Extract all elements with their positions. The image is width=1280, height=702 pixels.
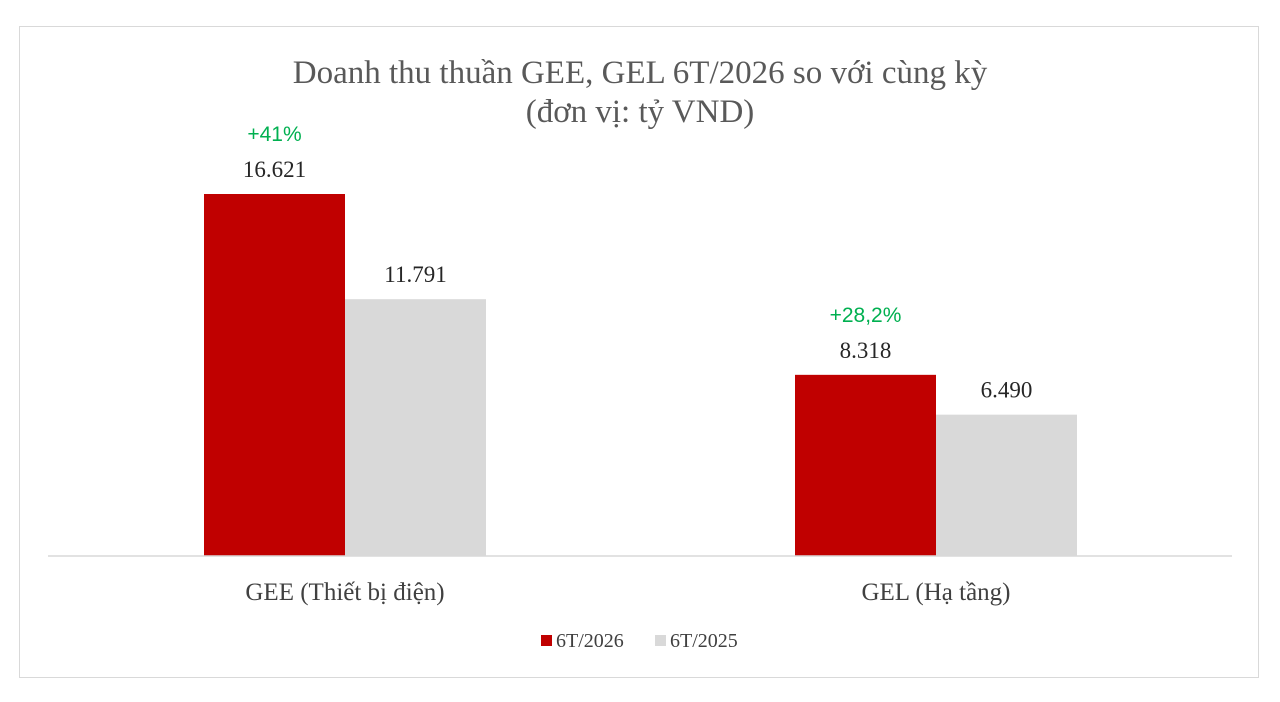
legend: 6T/2026 6T/2025 bbox=[541, 630, 738, 652]
growth-annotation: +28,2% bbox=[830, 304, 902, 327]
growth-annotation: +41% bbox=[247, 123, 301, 146]
category-label: GEL (Hạ tầng) bbox=[861, 579, 1010, 606]
value-label: 8.318 bbox=[840, 338, 892, 363]
bar-1-6T-2026 bbox=[204, 194, 345, 556]
chart-title: Doanh thu thuần GEE, GEL 6T/2026 so với … bbox=[293, 55, 988, 91]
bar-2-6T-2025 bbox=[936, 414, 1077, 556]
legend-label: 6T/2025 bbox=[670, 630, 738, 652]
bars-group bbox=[204, 194, 1077, 556]
chart-frame: Doanh thu thuần GEE, GEL 6T/2026 so với … bbox=[19, 26, 1259, 678]
value-label: 11.791 bbox=[384, 262, 446, 287]
bar-1-6T-2025 bbox=[345, 299, 486, 556]
value-label: 6.490 bbox=[981, 378, 1033, 403]
legend-swatch bbox=[541, 635, 552, 646]
bar-2-6T-2026 bbox=[795, 374, 936, 556]
chart-subtitle: (đơn vị: tỷ VND) bbox=[526, 94, 755, 130]
legend-label: 6T/2026 bbox=[556, 630, 624, 652]
labels-group: 16.621 11.791 +41% GEE (Thiết bị điện) 8.318… bbox=[243, 123, 1033, 606]
value-label: 16.621 bbox=[243, 157, 306, 182]
bar-chart: Doanh thu thuần GEE, GEL 6T/2026 so với … bbox=[48, 55, 1232, 652]
legend-swatch bbox=[655, 635, 666, 646]
category-label: GEE (Thiết bị điện) bbox=[245, 579, 444, 606]
